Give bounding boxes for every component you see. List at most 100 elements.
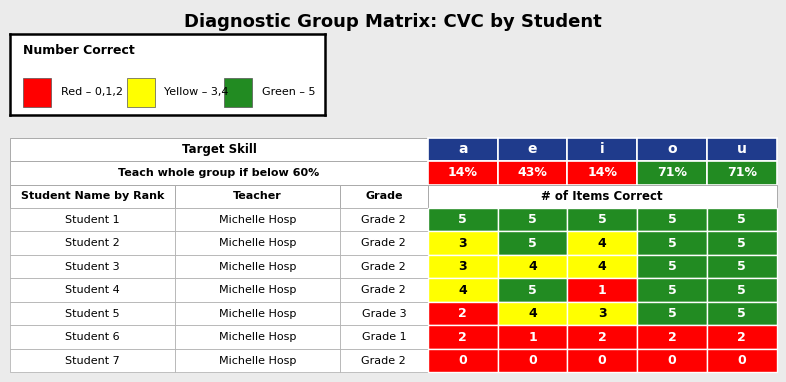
FancyBboxPatch shape [707,161,777,185]
Text: Grade 2: Grade 2 [362,215,406,225]
Text: 1: 1 [528,331,537,344]
Text: 4: 4 [598,237,607,250]
Text: 14%: 14% [587,166,617,179]
FancyBboxPatch shape [707,278,777,302]
Text: 5: 5 [737,307,746,320]
Text: 4: 4 [528,260,537,273]
FancyBboxPatch shape [175,302,340,325]
Text: 3: 3 [598,307,607,320]
FancyBboxPatch shape [428,349,498,372]
FancyBboxPatch shape [567,208,637,231]
FancyBboxPatch shape [175,349,340,372]
Text: 2: 2 [458,307,467,320]
FancyBboxPatch shape [340,185,428,208]
FancyBboxPatch shape [10,349,175,372]
FancyBboxPatch shape [23,78,51,107]
Text: 0: 0 [667,354,676,367]
Text: 0: 0 [458,354,467,367]
Text: Michelle Hosp: Michelle Hosp [219,262,296,272]
FancyBboxPatch shape [224,78,252,107]
Text: 71%: 71% [727,166,757,179]
FancyBboxPatch shape [637,231,707,255]
Text: 4: 4 [598,260,607,273]
Text: 5: 5 [737,284,746,297]
FancyBboxPatch shape [127,78,155,107]
FancyBboxPatch shape [567,278,637,302]
FancyBboxPatch shape [567,255,637,278]
FancyBboxPatch shape [567,231,637,255]
Text: Grade 1: Grade 1 [362,332,406,342]
FancyBboxPatch shape [637,302,707,325]
FancyBboxPatch shape [498,349,567,372]
Text: Michelle Hosp: Michelle Hosp [219,238,296,248]
FancyBboxPatch shape [498,278,567,302]
FancyBboxPatch shape [567,138,637,161]
Text: 4: 4 [458,284,467,297]
Text: Michelle Hosp: Michelle Hosp [219,332,296,342]
Text: a: a [458,142,468,156]
Text: 2: 2 [598,331,607,344]
FancyBboxPatch shape [10,278,175,302]
FancyBboxPatch shape [10,138,428,161]
FancyBboxPatch shape [498,161,567,185]
Text: # of Items Correct: # of Items Correct [542,190,663,203]
FancyBboxPatch shape [707,138,777,161]
FancyBboxPatch shape [175,255,340,278]
FancyBboxPatch shape [428,185,777,208]
Text: Yellow – 3,4: Yellow – 3,4 [164,87,229,97]
FancyBboxPatch shape [498,208,567,231]
FancyBboxPatch shape [10,231,175,255]
FancyBboxPatch shape [637,349,707,372]
Text: 5: 5 [598,213,607,226]
Text: Michelle Hosp: Michelle Hosp [219,356,296,366]
FancyBboxPatch shape [428,231,498,255]
FancyBboxPatch shape [567,349,637,372]
Text: Grade 2: Grade 2 [362,285,406,295]
Text: Green – 5: Green – 5 [262,87,315,97]
Text: Target Skill: Target Skill [182,143,256,156]
Text: Teacher: Teacher [233,191,281,201]
Text: 14%: 14% [448,166,478,179]
Text: Michelle Hosp: Michelle Hosp [219,309,296,319]
Text: Student 6: Student 6 [65,332,120,342]
Text: 2: 2 [737,331,746,344]
Text: Student 7: Student 7 [65,356,120,366]
Text: 0: 0 [598,354,607,367]
Text: 5: 5 [667,284,676,297]
Text: 5: 5 [528,284,537,297]
FancyBboxPatch shape [428,325,498,349]
FancyBboxPatch shape [340,325,428,349]
FancyBboxPatch shape [498,255,567,278]
Text: 4: 4 [528,307,537,320]
Text: 0: 0 [737,354,746,367]
FancyBboxPatch shape [637,161,707,185]
FancyBboxPatch shape [340,255,428,278]
Text: Grade 3: Grade 3 [362,309,406,319]
FancyBboxPatch shape [428,302,498,325]
Text: 71%: 71% [657,166,687,179]
FancyBboxPatch shape [637,208,707,231]
Text: 5: 5 [528,213,537,226]
Text: 5: 5 [458,213,467,226]
Text: Grade: Grade [365,191,402,201]
FancyBboxPatch shape [175,231,340,255]
FancyBboxPatch shape [637,325,707,349]
FancyBboxPatch shape [637,278,707,302]
Text: 2: 2 [458,331,467,344]
Text: Number Correct: Number Correct [23,44,134,57]
FancyBboxPatch shape [707,231,777,255]
FancyBboxPatch shape [428,208,498,231]
Text: Student 1: Student 1 [65,215,120,225]
FancyBboxPatch shape [428,161,498,185]
Text: 5: 5 [737,237,746,250]
FancyBboxPatch shape [498,325,567,349]
Text: Grade 2: Grade 2 [362,238,406,248]
FancyBboxPatch shape [637,255,707,278]
Text: 5: 5 [737,213,746,226]
Text: Student 5: Student 5 [65,309,120,319]
Text: 0: 0 [528,354,537,367]
Text: Grade 2: Grade 2 [362,262,406,272]
Text: 3: 3 [458,237,467,250]
FancyBboxPatch shape [340,208,428,231]
Text: 5: 5 [667,260,676,273]
